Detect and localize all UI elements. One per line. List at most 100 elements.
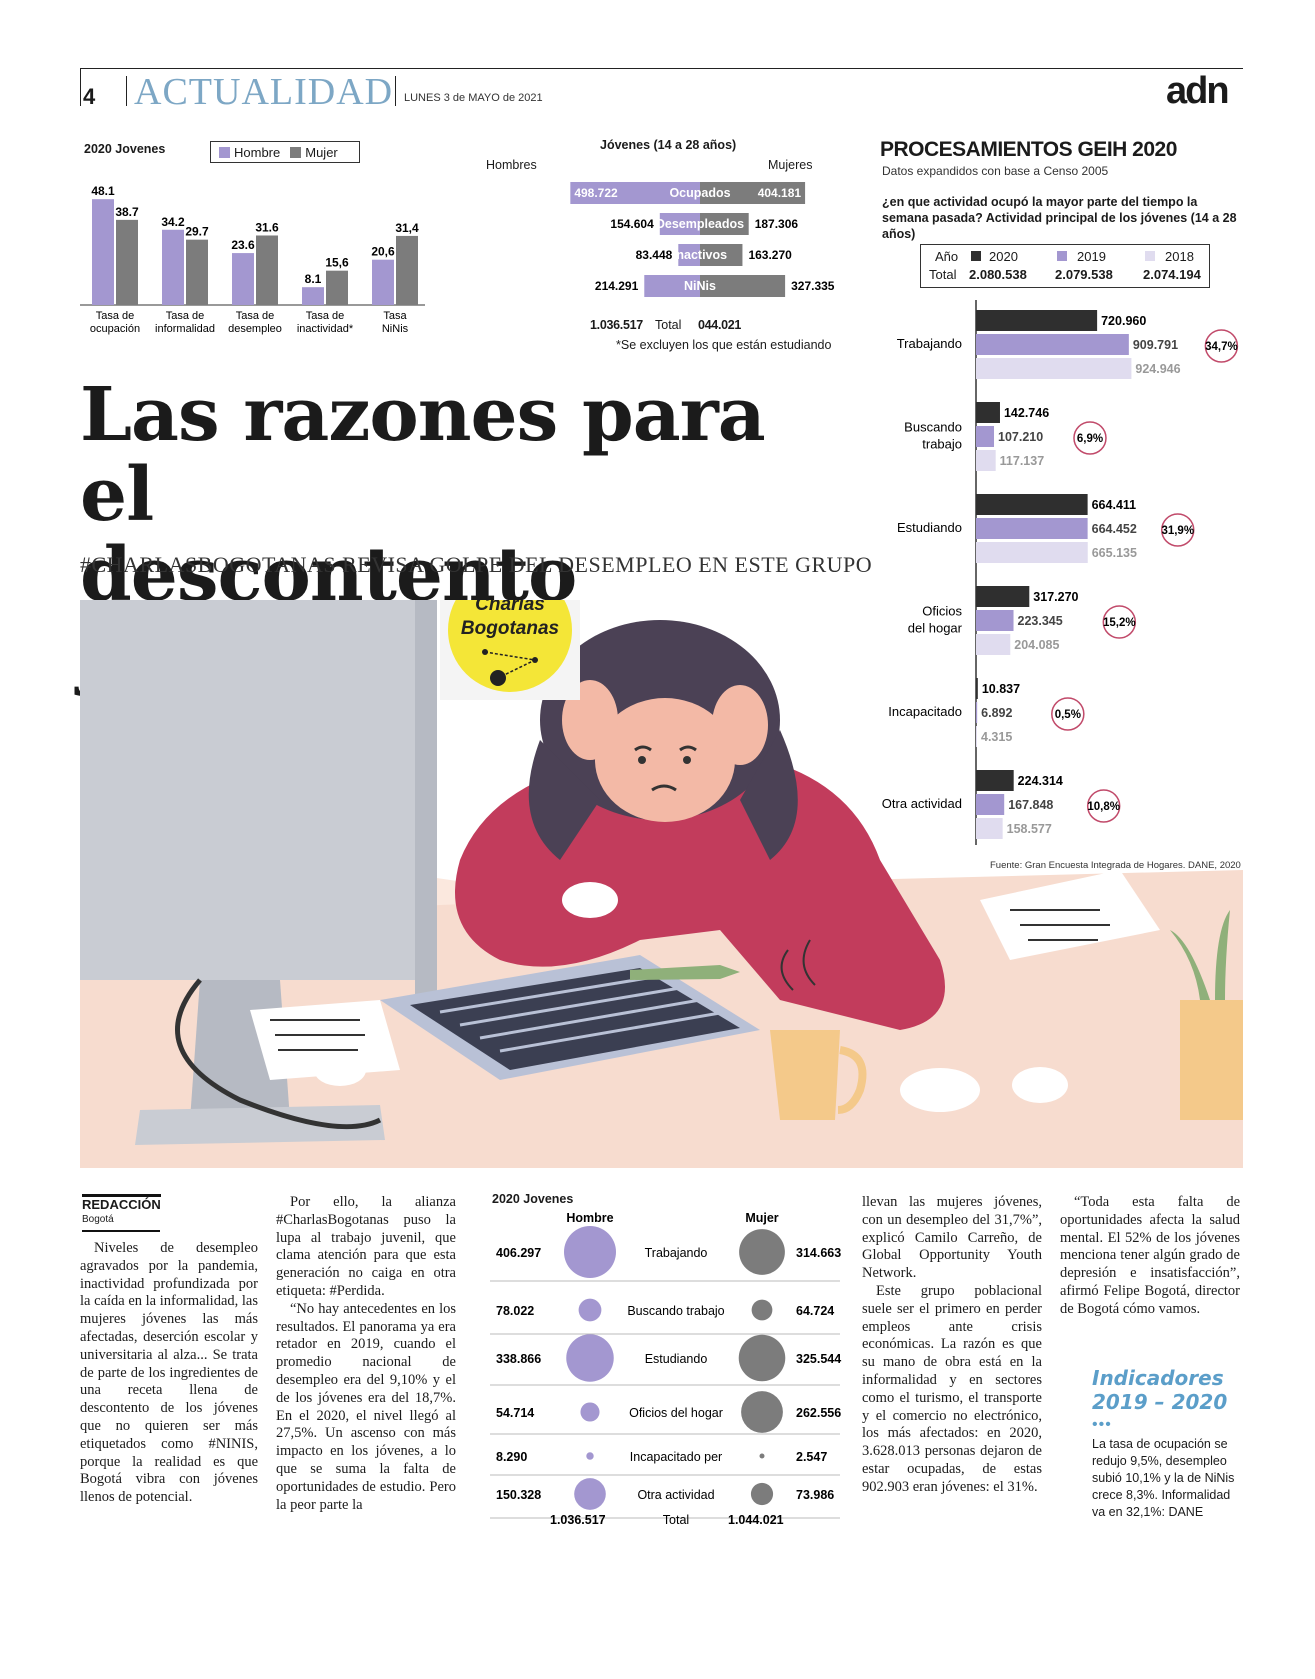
indicators-dots: ••• bbox=[1092, 1416, 1112, 1433]
chart4-total-mujer: 1.044.021 bbox=[728, 1513, 784, 1526]
chart3-category-label: Otra actividad bbox=[882, 796, 962, 811]
chart3-value-label: 10.837 bbox=[982, 682, 1020, 696]
chart2-bars: Ocupados 498.722 404.181 Desempleados154.60… bbox=[570, 182, 835, 297]
indicators-text: La tasa de ocupación se redujo 9,5%, des… bbox=[1092, 1437, 1235, 1519]
chart3-bar-2020 bbox=[976, 678, 978, 699]
chart3-bar-2018 bbox=[976, 450, 996, 471]
chart3-bar-2020 bbox=[976, 770, 1014, 791]
swatch-2019 bbox=[1057, 251, 1067, 261]
chart3-bar-2019 bbox=[976, 702, 978, 723]
chart1-value-label: 31.6 bbox=[255, 220, 279, 234]
chart1-category-label: Tasa de bbox=[236, 310, 275, 322]
chart3-value-label: 167.848 bbox=[1008, 798, 1053, 812]
chart4-bubble-hombre bbox=[564, 1226, 616, 1278]
chart3-bar-2019 bbox=[976, 518, 1088, 539]
chart4-category-label: Buscando trabajo bbox=[627, 1304, 724, 1318]
chart3-category-label: del hogar bbox=[908, 621, 963, 636]
chart3-bar-2019 bbox=[976, 334, 1129, 355]
chart4-value-hombre: 406.297 bbox=[496, 1246, 541, 1260]
chart2-bar-mujeres bbox=[700, 213, 749, 235]
chart2-total-hombres: 1.036.517 bbox=[590, 318, 643, 332]
chart3-value-label: 665.135 bbox=[1092, 546, 1137, 560]
chart4-bubble-hombre bbox=[586, 1452, 594, 1460]
chart2-title: Jóvenes (14 a 28 años) bbox=[600, 138, 737, 152]
chart2-category-label: Desempleados bbox=[656, 217, 744, 231]
chart3-value-label: 664.452 bbox=[1092, 522, 1137, 536]
chart3-value-label: 4.315 bbox=[981, 730, 1012, 744]
chart4-value-hombre: 78.022 bbox=[496, 1304, 534, 1318]
illustration-frustrated-youth: Charlas Bogotanas bbox=[80, 600, 1243, 1168]
chart1-category-label: Tasa de bbox=[96, 310, 135, 322]
chart2-value-mujeres: 404.181 bbox=[758, 186, 802, 200]
chart3-value-label: 142.746 bbox=[1004, 406, 1049, 420]
chart2-note: *Se excluyen los que están estudiando bbox=[616, 338, 832, 352]
chart1-category-label: Tasa de bbox=[166, 310, 205, 322]
header-divider bbox=[80, 68, 81, 106]
chart1-category-label: inactividad* bbox=[297, 323, 354, 335]
badge-line1: Charlas bbox=[475, 600, 545, 615]
chart3-value-label: 664.411 bbox=[1092, 498, 1137, 512]
chart1-value-label: 31,4 bbox=[395, 221, 419, 235]
indicators-title-line2: 2019 – 2020 bbox=[1092, 1390, 1228, 1414]
panel-title: PROCESAMIENTOS GEIH 2020 bbox=[880, 138, 1177, 161]
chart2-bar-hombres bbox=[570, 182, 700, 204]
chart1-bar-mujer bbox=[186, 239, 208, 305]
byline-city: Bogotá bbox=[82, 1214, 114, 1225]
page-number: 4 bbox=[83, 84, 96, 109]
chart4-total-hombre: 1.036.517 bbox=[550, 1513, 606, 1526]
swatch-2018 bbox=[1145, 251, 1155, 261]
chart3-category-label: Estudiando bbox=[897, 520, 962, 535]
chart3-percent-badge bbox=[1102, 605, 1137, 639]
chart1-category-label: ocupación bbox=[90, 323, 140, 335]
byline-rule bbox=[82, 1230, 160, 1232]
chart3-percent-label: 31,9% bbox=[1161, 525, 1194, 537]
chart1-value-label: 48.1 bbox=[91, 184, 115, 198]
chart3-value-label: 117.137 bbox=[1000, 454, 1045, 468]
chart1-bar-hombre bbox=[92, 199, 114, 305]
total-2020: 2.080.538 bbox=[969, 267, 1027, 282]
chart4-category-label: Incapacitado per bbox=[630, 1450, 722, 1464]
subheadline: #CHARLASBOGOTANAS REVISA GOLPE DEL DESEM… bbox=[80, 552, 873, 577]
chart3-value-label: 6.892 bbox=[981, 706, 1012, 720]
chart4-bubble-hombre bbox=[574, 1478, 606, 1510]
section-title: ACTUALIDAD bbox=[134, 71, 394, 113]
chart3-percent-badge bbox=[1086, 789, 1121, 823]
total-label: Total bbox=[929, 267, 957, 282]
chart3-bar-2018 bbox=[976, 726, 977, 747]
chart3-value-label: 317.270 bbox=[1033, 590, 1078, 604]
chart4-value-hombre: 150.328 bbox=[496, 1488, 541, 1502]
chart4-value-mujer: 325.544 bbox=[796, 1352, 841, 1366]
chart1-value-label: 20,6 bbox=[371, 245, 395, 259]
brand-logo: adn bbox=[1166, 70, 1230, 112]
article-col2: Por ello, la alianza #CharlasBogotanas p… bbox=[276, 1194, 456, 1514]
panel-bars: 720.960 909.791 924.946 Trabajando 34,7% 142.… bbox=[882, 300, 1239, 845]
chart3-percent-badge bbox=[1073, 421, 1107, 455]
chart3-bar-2018 bbox=[976, 358, 1132, 379]
chart3-category-label: trabajo bbox=[922, 437, 962, 452]
chart2-bar-mujeres bbox=[700, 275, 786, 297]
chart1-value-label: 29.7 bbox=[185, 225, 209, 239]
chart4-bubble-mujer bbox=[739, 1229, 785, 1275]
chart3-percent-badge bbox=[1160, 513, 1195, 547]
chart1-category-label: informalidad bbox=[155, 323, 215, 335]
chart4-total-label: Total bbox=[663, 1513, 689, 1526]
chart2-category-label: NiNis bbox=[684, 279, 716, 293]
chart4-value-mujer: 262.556 bbox=[796, 1406, 841, 1420]
chart1-bar-hombre bbox=[162, 229, 184, 305]
chart2-value-mujeres: 327.335 bbox=[791, 279, 835, 293]
chart1-category-label: Tasa bbox=[383, 310, 407, 322]
chart3-bar-2019 bbox=[976, 794, 1005, 815]
chart1-value-label: 23.6 bbox=[231, 238, 255, 252]
header-rule bbox=[80, 68, 1243, 69]
monitor bbox=[80, 600, 437, 1145]
indicators-title-line1: Indicadores bbox=[1092, 1366, 1224, 1390]
chart3-category-label: Buscando bbox=[904, 420, 962, 435]
chart2-bar-hombres bbox=[659, 213, 700, 235]
chart1-bar-hombre bbox=[302, 287, 324, 305]
chart3-bar-2019 bbox=[976, 426, 995, 447]
chart3-value-label: 924.946 bbox=[1135, 362, 1180, 376]
chart3-bar-2019 bbox=[976, 610, 1014, 631]
article-col4: llevan las mujeres jóvenes, con un desem… bbox=[862, 1194, 1042, 1497]
chart4-title: 2020 Jovenes bbox=[492, 1192, 574, 1206]
